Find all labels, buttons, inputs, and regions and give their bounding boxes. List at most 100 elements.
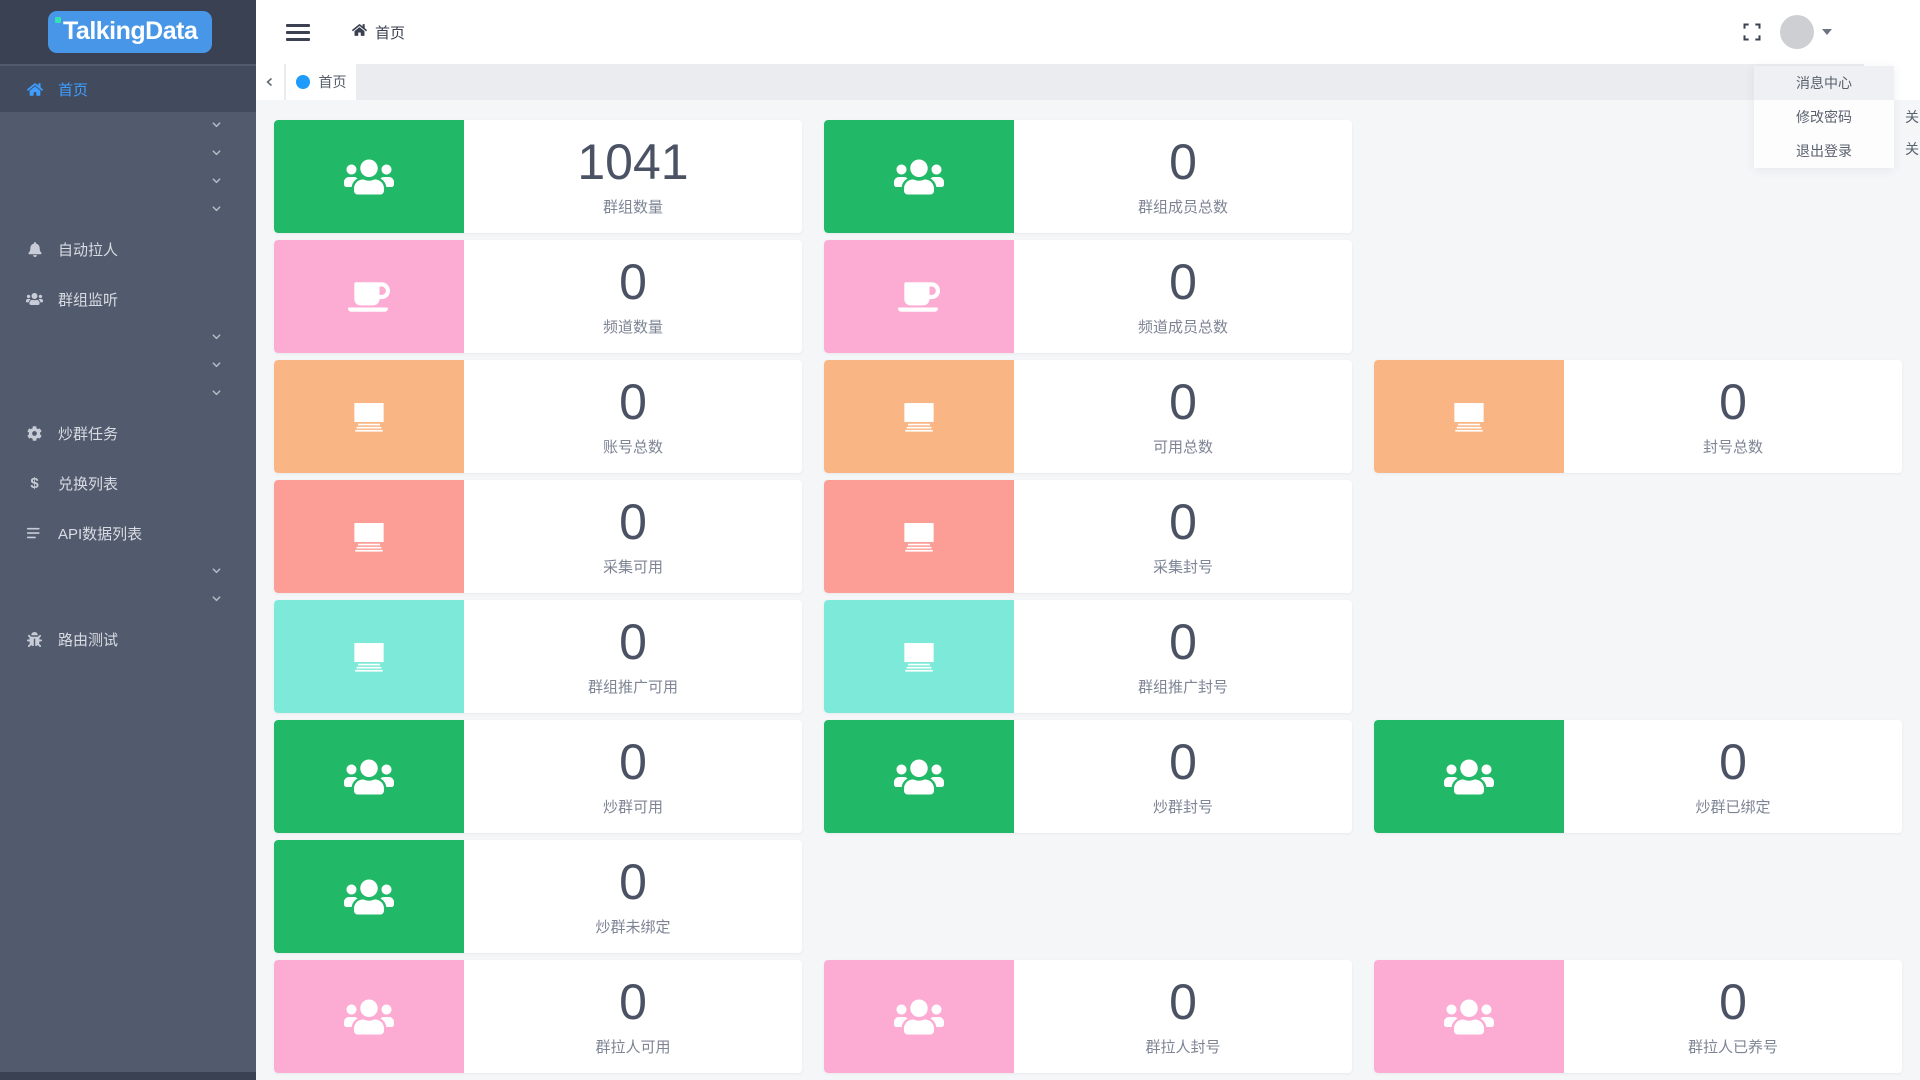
sidebar-item-label: 炒群任务 (58, 425, 119, 443)
sidebar-collapsed-row[interactable] (0, 586, 256, 614)
caret-down-icon (1822, 29, 1832, 35)
bug-icon (26, 631, 43, 647)
avatar (1780, 15, 1814, 49)
stat-label: 群组成员总数 (1137, 199, 1228, 217)
money-icon (274, 480, 464, 593)
user-dropdown-menu: 消息中心修改密码退出登录 (1754, 66, 1894, 168)
sidebar-logo-area: TalkingData (0, 0, 256, 64)
sidebar-item-API数据列表[interactable]: API数据列表 (0, 508, 256, 558)
stat-value: 0 (619, 613, 647, 670)
users-icon (1374, 720, 1564, 833)
sidebar-footer-strip (0, 1072, 256, 1080)
chevron-down-icon (211, 385, 222, 403)
stat-label: 采集可用 (602, 559, 663, 577)
sidebar-collapsed-row[interactable] (0, 324, 256, 352)
sidebar-collapsed-row[interactable] (0, 140, 256, 168)
stat-card-炒群未绑定: 0 炒群未绑定 (274, 840, 802, 953)
money-icon (824, 600, 1014, 713)
breadcrumb[interactable]: 首页 (351, 22, 406, 43)
sidebar-item-首页[interactable]: 首页 (0, 66, 256, 112)
stat-card-body: 0 采集可用 (464, 480, 802, 593)
stat-card-body: 0 群组成员总数 (1014, 120, 1352, 233)
user-menu-item[interactable]: 退出登录 (1796, 143, 1852, 159)
sidebar-collapsed-row[interactable] (0, 352, 256, 380)
sidebar-item-自动拉人[interactable]: 自动拉人 (0, 224, 256, 274)
fullscreen-icon[interactable] (1742, 22, 1762, 42)
stat-value: 0 (1719, 733, 1747, 790)
stat-card-body: 0 群拉人可用 (464, 960, 802, 1073)
stat-card-body: 0 群拉人封号 (1014, 960, 1352, 1073)
user-menu-item[interactable]: 消息中心 (1754, 66, 1894, 100)
stat-card-body: 0 群拉人已养号 (1564, 960, 1902, 1073)
card-row: 0 采集可用 0 采集封号 (274, 480, 1902, 593)
stat-label: 群组推广封号 (1137, 679, 1228, 697)
tab-active-dot (295, 75, 310, 89)
stat-value: 0 (1169, 613, 1197, 670)
stat-value: 0 (619, 733, 647, 790)
stat-card-body: 0 炒群已绑定 (1564, 720, 1902, 833)
breadcrumb-label: 首页 (375, 24, 406, 42)
stat-value: 0 (1719, 973, 1747, 1030)
clipped-menu-item[interactable]: 关 (1905, 141, 1919, 157)
stat-label: 炒群已绑定 (1695, 799, 1771, 817)
stat-card-群拉人已养号: 0 群拉人已养号 (1374, 960, 1902, 1073)
sidebar-collapsed-row[interactable] (0, 112, 256, 140)
clipped-menu-item[interactable]: 关 (1905, 109, 1919, 125)
chevron-down-icon (211, 173, 222, 191)
stat-card-频道成员总数: 0 频道成员总数 (824, 240, 1352, 353)
users-icon (824, 720, 1014, 833)
stat-card-炒群封号: 0 炒群封号 (824, 720, 1352, 833)
user-menu-item[interactable]: 修改密码 (1796, 109, 1852, 125)
stat-card-body: 0 可用总数 (1014, 360, 1352, 473)
stat-card-采集可用: 0 采集可用 (274, 480, 802, 593)
coffee-icon (824, 240, 1014, 353)
list-icon (26, 527, 43, 540)
stat-label: 采集封号 (1152, 559, 1213, 577)
tab-bar-right-panel (1894, 64, 1920, 100)
dollar-icon: $ (30, 474, 39, 492)
stat-card-body: 0 频道成员总数 (1014, 240, 1352, 353)
stat-card-群组数量: 1041 群组数量 (274, 120, 802, 233)
menu-toggle-icon[interactable] (286, 20, 310, 45)
stat-card-群组推广可用: 0 群组推广可用 (274, 600, 802, 713)
users-icon (26, 292, 43, 306)
users-icon (1374, 960, 1564, 1073)
sidebar-collapsed-row[interactable] (0, 196, 256, 224)
stat-value: 0 (1169, 133, 1197, 190)
sidebar: TalkingData 首页自动拉人 群组监听炒群任务 $ 兑换列表 API数据列表路由… (0, 0, 256, 1080)
sidebar-item-群组监听[interactable]: 群组监听 (0, 274, 256, 324)
tab-home[interactable]: 首页 (286, 64, 356, 100)
home-icon (26, 82, 43, 97)
card-row: 0 炒群可用 0 炒群封号 0 炒群已绑定 (274, 720, 1902, 833)
stat-card-群拉人封号: 0 群拉人封号 (824, 960, 1352, 1073)
stat-card-body: 0 炒群封号 (1014, 720, 1352, 833)
tab-scroll-left-button[interactable] (256, 64, 284, 100)
stat-card-body: 0 炒群可用 (464, 720, 802, 833)
stat-card-body: 1041 群组数量 (464, 120, 802, 233)
stat-label: 炒群未绑定 (595, 919, 671, 937)
stat-label: 炒群可用 (602, 799, 663, 817)
stat-card-炒群可用: 0 炒群可用 (274, 720, 802, 833)
coffee-icon (274, 240, 464, 353)
bell-icon (26, 241, 43, 257)
sidebar-collapsed-row[interactable] (0, 558, 256, 586)
stat-card-频道数量: 0 频道数量 (274, 240, 802, 353)
money-icon (824, 480, 1014, 593)
card-row: 0 炒群未绑定 (274, 840, 1902, 953)
sidebar-item-炒群任务[interactable]: 炒群任务 (0, 408, 256, 458)
chevron-down-icon (211, 591, 222, 609)
sidebar-item-路由测试[interactable]: 路由测试 (0, 614, 256, 664)
sidebar-collapsed-row[interactable] (0, 168, 256, 196)
sidebar-item-label: 路由测试 (58, 631, 119, 649)
talkingdata-logo: TalkingData (48, 11, 213, 53)
stat-value: 0 (1719, 373, 1747, 430)
stat-card-群组成员总数: 0 群组成员总数 (824, 120, 1352, 233)
stat-label: 群组数量 (602, 199, 663, 217)
chevron-down-icon (211, 357, 222, 375)
stat-value: 0 (619, 853, 647, 910)
tab-bar: 首页 (256, 64, 1920, 100)
sidebar-item-兑换列表[interactable]: $ 兑换列表 (0, 458, 256, 508)
user-avatar-menu[interactable] (1780, 15, 1832, 49)
chevron-down-icon (211, 329, 222, 347)
sidebar-collapsed-row[interactable] (0, 380, 256, 408)
